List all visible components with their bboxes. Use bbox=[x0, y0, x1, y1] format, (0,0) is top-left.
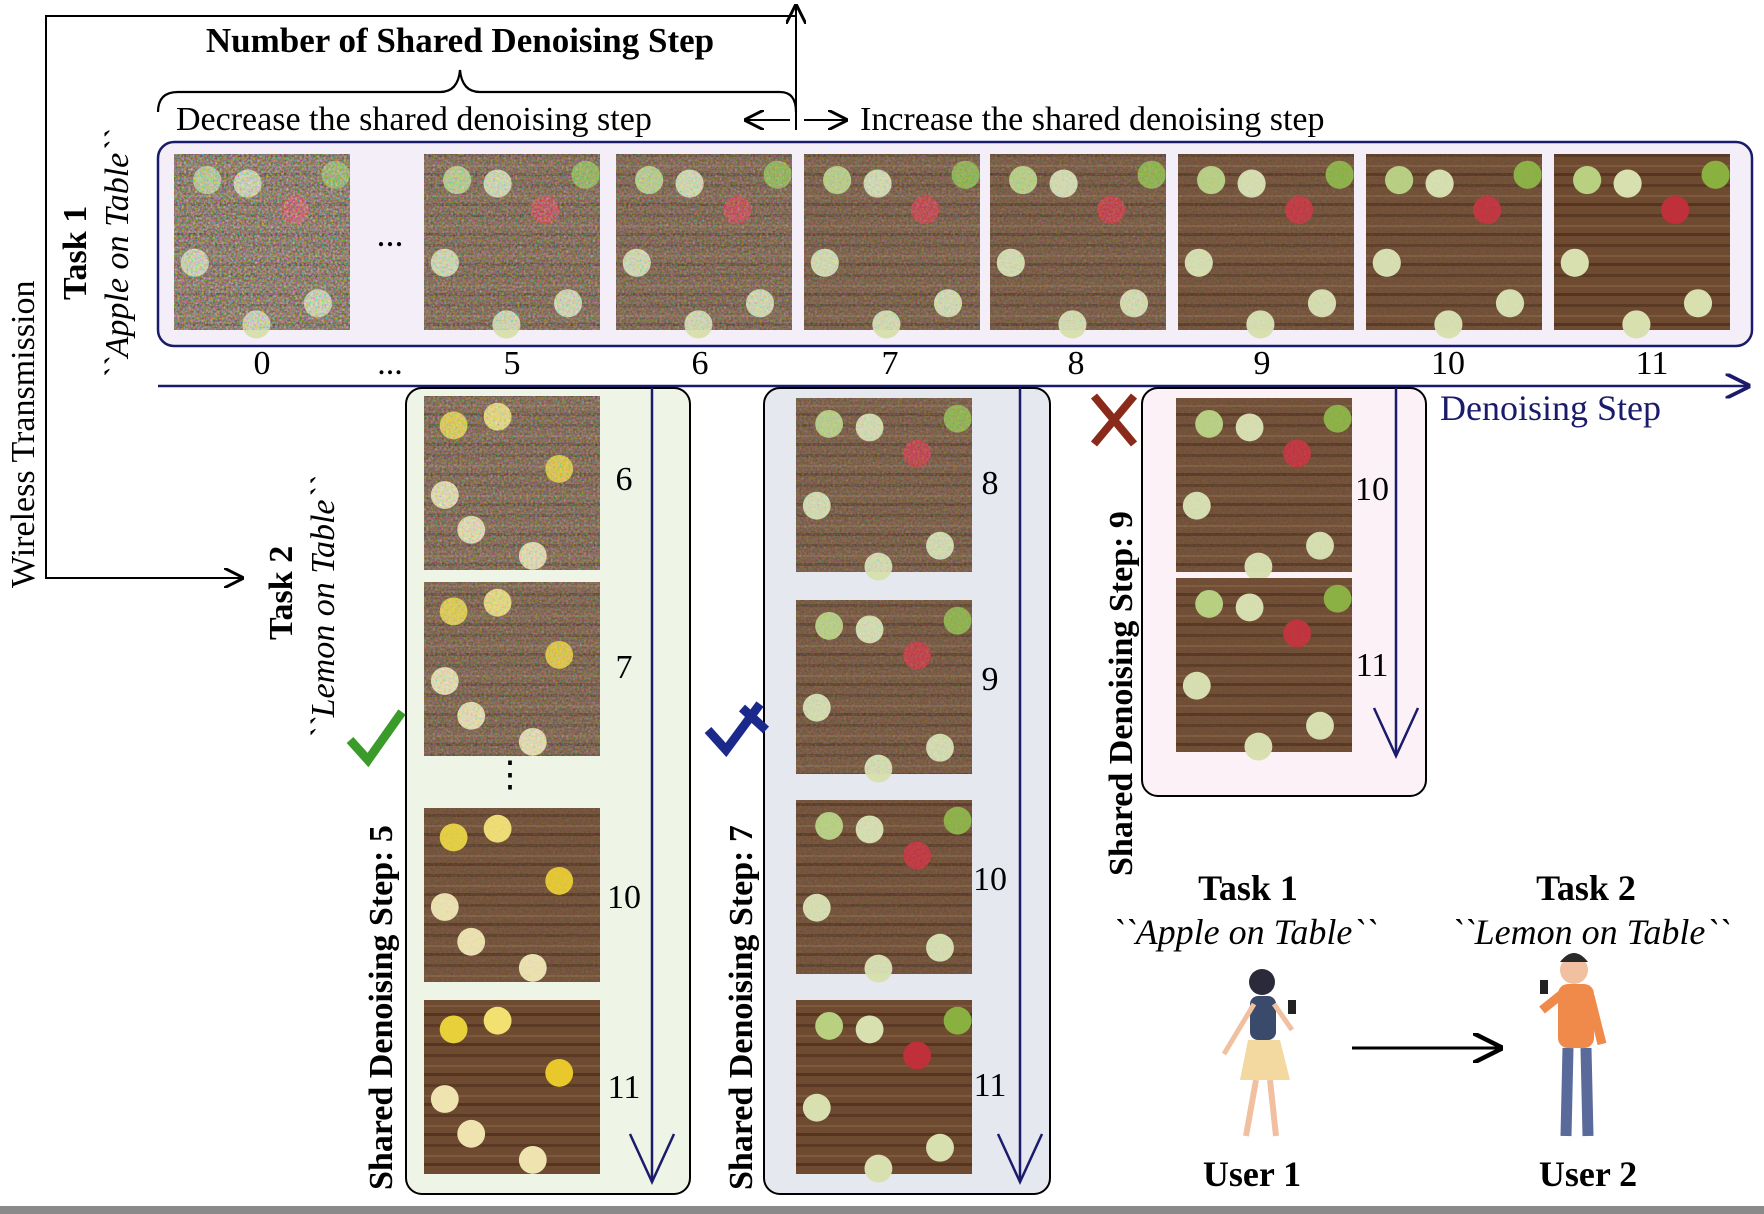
user2-figure-icon bbox=[1539, 953, 1607, 1137]
column-step7-images: 8 9 10 11 bbox=[796, 398, 1007, 1183]
column-step-number: 11 bbox=[608, 1069, 641, 1106]
column-step-image bbox=[424, 396, 600, 570]
decrease-label: Decrease the shared denoising step bbox=[176, 101, 652, 138]
task1-step-image bbox=[616, 154, 792, 339]
header-title: Number of Shared Denoising Step bbox=[206, 21, 714, 60]
axis-tick-label: ... bbox=[377, 345, 403, 382]
column-step-image bbox=[796, 1000, 972, 1183]
axis-tick-label: 0 bbox=[254, 345, 271, 382]
column-step-number: 10 bbox=[607, 879, 641, 916]
axis-tick-label: 5 bbox=[504, 345, 521, 382]
cross-icon bbox=[1090, 393, 1138, 447]
column-step-number: 6 bbox=[616, 461, 633, 498]
column-step-image bbox=[1176, 578, 1352, 761]
column-step-image bbox=[796, 800, 972, 983]
column-step5-arrowhead bbox=[628, 1133, 676, 1186]
user1-figure-icon bbox=[1221, 969, 1296, 1137]
column-step-number: 10 bbox=[1355, 471, 1389, 508]
column-step7-arrowhead bbox=[996, 1133, 1044, 1186]
column-step-image bbox=[424, 582, 600, 756]
user1-name: User 1 bbox=[1203, 1154, 1301, 1194]
axis-tick-label: 10 bbox=[1431, 345, 1465, 382]
column-step-image bbox=[424, 808, 600, 982]
bottom-edge-bar bbox=[0, 1206, 1764, 1214]
axis-label: Denoising Step bbox=[1440, 388, 1661, 428]
column-step5-label: Shared Denoising Step: 5 bbox=[363, 825, 400, 1190]
task1-step-image bbox=[1178, 154, 1354, 339]
column-step-number: 7 bbox=[616, 649, 633, 686]
column-step9-images: 10 11 bbox=[1176, 398, 1389, 761]
column-step9-arrowhead bbox=[1372, 707, 1420, 760]
column-step-number: 8 bbox=[982, 465, 999, 502]
task1-step-image bbox=[1554, 154, 1730, 339]
user2-name: User 2 bbox=[1539, 1154, 1637, 1194]
column-step7-panel bbox=[763, 387, 1051, 1195]
axis-tick-label: 11 bbox=[1636, 345, 1669, 382]
column-step5-ellipsis: ⋮ bbox=[492, 754, 528, 794]
axis-tick-label: 8 bbox=[1068, 345, 1085, 382]
column-step-image bbox=[424, 1000, 600, 1174]
column-step-number: 11 bbox=[974, 1067, 1007, 1104]
wireless-loop-line bbox=[45, 15, 797, 578]
column-step-number: 9 bbox=[982, 661, 999, 698]
task1-prompt: ``Apple on Table`` bbox=[99, 129, 136, 380]
column-step9-label: Shared Denoising Step: 9 bbox=[1103, 511, 1140, 876]
header-brace bbox=[156, 69, 798, 113]
check-partial-icon bbox=[704, 701, 770, 758]
user1-task-title: Task 1 bbox=[1198, 868, 1298, 908]
column-step-image bbox=[796, 398, 972, 581]
task1-step-image bbox=[990, 154, 1166, 339]
check-icon bbox=[346, 709, 406, 768]
task1-step-image bbox=[424, 154, 600, 339]
axis-tick-label: 7 bbox=[882, 345, 899, 382]
column-step-number: 10 bbox=[973, 861, 1007, 898]
axis-tick-labels: 0... 5 6 7 8 9 10 11 bbox=[254, 345, 1669, 382]
axis-tick-label: 6 bbox=[692, 345, 709, 382]
axis-tick-label: 9 bbox=[1254, 345, 1271, 382]
task1-step-image bbox=[804, 154, 980, 339]
increase-label: Increase the shared denoising step bbox=[860, 101, 1325, 138]
row-ellipsis: ... bbox=[377, 214, 404, 254]
task1-image-row bbox=[174, 154, 1730, 339]
column-step-image bbox=[796, 600, 972, 783]
task1-title: Task 1 bbox=[57, 206, 94, 300]
column-step-number: 11 bbox=[1356, 647, 1389, 684]
task2-title: Task 2 bbox=[263, 546, 300, 640]
task1-step-image bbox=[1366, 154, 1542, 339]
user2-task-prompt: ``Lemon on Table`` bbox=[1451, 912, 1730, 952]
column-step5-images: 6 7 10 11 bbox=[424, 396, 641, 1174]
column-step7-label: Shared Denoising Step: 7 bbox=[723, 825, 760, 1190]
task1-step-image bbox=[174, 154, 350, 339]
user2-task-title: Task 2 bbox=[1536, 868, 1636, 908]
wireless-transmission-label: Wireless Transmission bbox=[5, 281, 42, 589]
user1-task-prompt: ``Apple on Table`` bbox=[1112, 912, 1377, 952]
column-step-image bbox=[1176, 398, 1352, 581]
task2-prompt: ``Lemon on Table`` bbox=[305, 476, 342, 740]
